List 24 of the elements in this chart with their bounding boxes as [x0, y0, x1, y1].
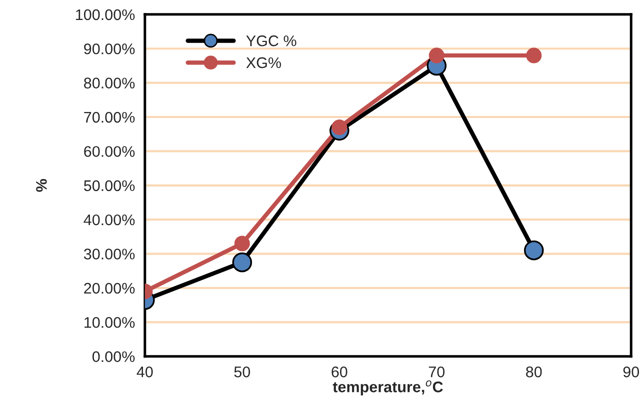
y-tick-label: 20.00%: [84, 282, 135, 294]
y-tick-label: 40.00%: [84, 214, 135, 226]
y-tick-label: 90.00%: [84, 43, 135, 54]
point: [526, 48, 542, 64]
x-tick-label: 90: [623, 366, 640, 378]
y-tick-label: 100.00%: [76, 9, 135, 20]
x-tick-label: 70: [428, 366, 445, 378]
point: [234, 236, 250, 252]
y-tick-label: 50.00%: [84, 180, 135, 192]
y-axis-title: %: [36, 179, 47, 192]
legend-label: YGC %: [246, 35, 296, 46]
x-tick-label: 80: [526, 366, 542, 378]
y-tick-label: 30.00%: [84, 248, 135, 260]
x-tick-label: 50: [234, 366, 250, 378]
y-tick-label: 60.00%: [84, 146, 135, 157]
y-tick-label: 10.00%: [84, 317, 135, 328]
y-tick-label: 0.00%: [92, 351, 135, 362]
y-tick-label: 80.00%: [84, 78, 135, 88]
x-axis-title: temperature,$^{o}$C: [332, 380, 443, 396]
x-tick-label: 60: [332, 366, 348, 378]
y-tick-label: 70.00%: [84, 112, 135, 123]
legend-label: XG%: [246, 57, 281, 68]
point: [428, 48, 444, 64]
x-tick-label: 40: [136, 366, 153, 378]
